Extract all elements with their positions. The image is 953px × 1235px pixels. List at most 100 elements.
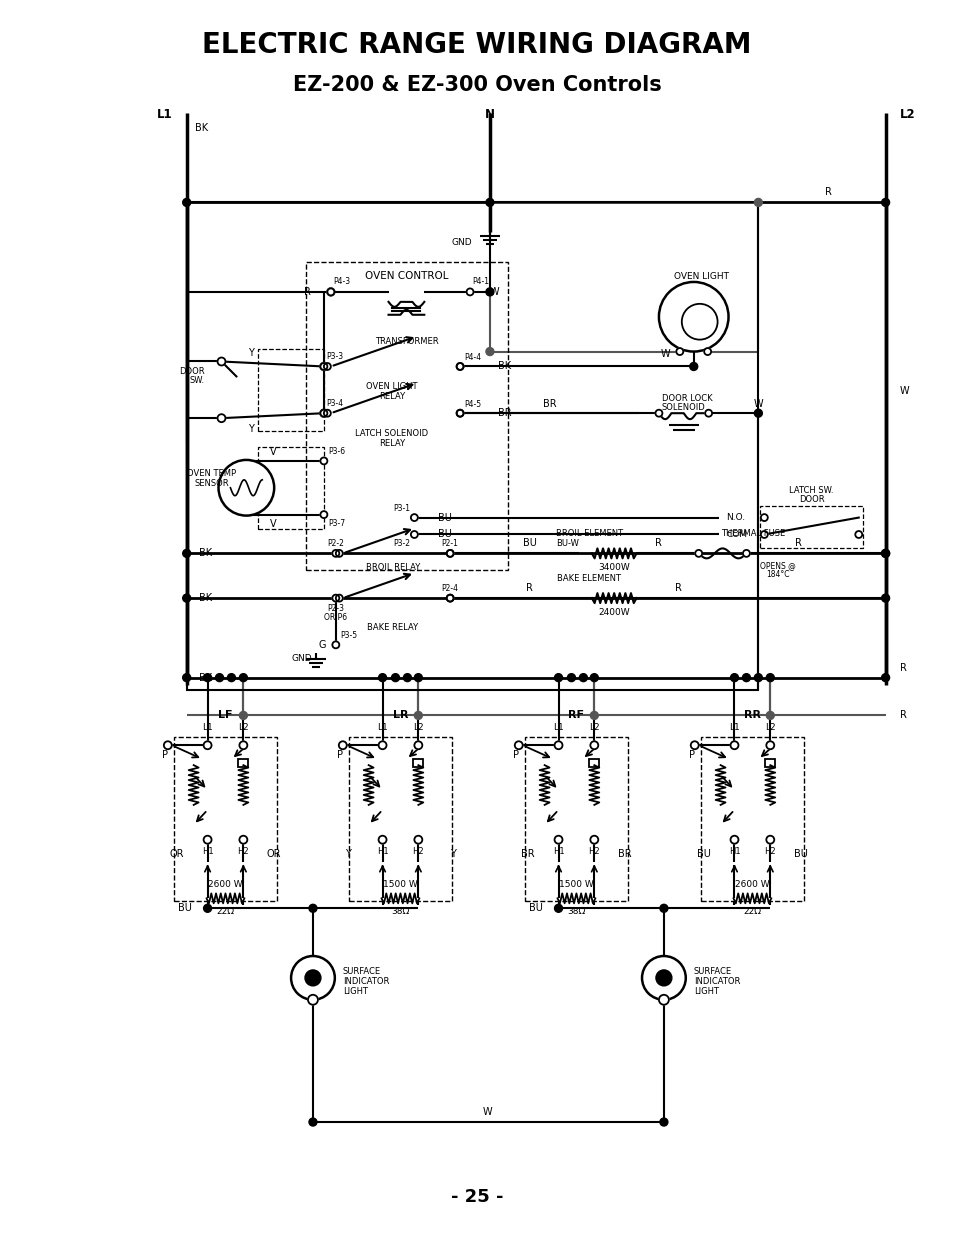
Circle shape: [881, 673, 888, 682]
Text: G: G: [318, 640, 326, 650]
Circle shape: [414, 711, 422, 720]
Text: R: R: [526, 583, 533, 593]
Circle shape: [309, 904, 316, 913]
Circle shape: [327, 288, 335, 296]
Text: R: R: [794, 538, 801, 548]
Circle shape: [414, 673, 422, 682]
Circle shape: [203, 673, 212, 682]
Circle shape: [227, 673, 235, 682]
Text: GND: GND: [291, 655, 312, 663]
Text: 2400W: 2400W: [598, 608, 629, 616]
Text: P3-5: P3-5: [339, 631, 356, 641]
Text: SOLENOID: SOLENOID: [661, 403, 705, 411]
Text: P4-3: P4-3: [333, 278, 350, 287]
Bar: [238, 760, 248, 767]
Text: DOOR: DOOR: [798, 495, 823, 504]
Circle shape: [320, 363, 327, 370]
Circle shape: [183, 199, 191, 206]
Circle shape: [590, 836, 598, 844]
Text: L1: L1: [157, 109, 172, 121]
Circle shape: [335, 550, 342, 557]
Text: BAKE RELAY: BAKE RELAY: [367, 624, 418, 632]
Text: SW.: SW.: [190, 375, 204, 385]
Text: LF: LF: [218, 710, 233, 720]
Text: V: V: [270, 519, 276, 529]
Circle shape: [554, 836, 562, 844]
Text: LIGHT: LIGHT: [342, 987, 368, 997]
Circle shape: [378, 836, 386, 844]
Circle shape: [881, 199, 888, 206]
Bar: [589, 760, 598, 767]
Text: - 25 -: - 25 -: [450, 1188, 503, 1205]
Bar: [700, 737, 803, 902]
Circle shape: [466, 289, 473, 295]
Circle shape: [554, 741, 562, 750]
Circle shape: [641, 956, 685, 1000]
Text: H2: H2: [763, 847, 776, 856]
Circle shape: [218, 459, 274, 515]
Text: 3400W: 3400W: [598, 563, 629, 572]
Circle shape: [411, 514, 417, 521]
Text: BK: BK: [194, 122, 208, 133]
Text: LATCH SW.: LATCH SW.: [788, 487, 833, 495]
Circle shape: [203, 741, 212, 750]
Circle shape: [217, 357, 225, 366]
Bar: [760, 505, 862, 548]
Circle shape: [239, 741, 247, 750]
Text: L1: L1: [202, 722, 213, 732]
Bar: [187, 203, 758, 689]
Text: P: P: [688, 750, 694, 761]
Circle shape: [332, 550, 339, 557]
Circle shape: [403, 673, 411, 682]
Circle shape: [215, 673, 223, 682]
Text: P4-4: P4-4: [463, 353, 480, 362]
Text: R: R: [655, 538, 661, 548]
Bar: [349, 737, 452, 902]
Text: 184°C: 184°C: [765, 569, 789, 579]
Bar: [413, 760, 423, 767]
Circle shape: [183, 550, 191, 557]
Circle shape: [446, 550, 454, 557]
Text: INDICATOR: INDICATOR: [693, 977, 740, 987]
Circle shape: [730, 836, 738, 844]
Circle shape: [855, 531, 862, 538]
Text: INDICATOR: INDICATOR: [342, 977, 389, 987]
Text: 38Ω: 38Ω: [567, 906, 585, 916]
Text: 2600 W: 2600 W: [735, 879, 769, 889]
Circle shape: [760, 514, 767, 521]
Circle shape: [203, 904, 212, 913]
Circle shape: [338, 741, 346, 750]
Text: P2-1: P2-1: [441, 538, 458, 548]
Circle shape: [703, 348, 710, 354]
Text: BU: BU: [528, 903, 542, 914]
Circle shape: [659, 994, 668, 1005]
Circle shape: [754, 409, 761, 417]
Circle shape: [164, 741, 172, 750]
Circle shape: [332, 641, 339, 648]
Circle shape: [327, 289, 334, 295]
Text: BK: BK: [198, 548, 212, 558]
Text: RELAY: RELAY: [378, 438, 405, 447]
Text: BR: BR: [542, 399, 556, 409]
Circle shape: [690, 741, 698, 750]
Text: P3-2: P3-2: [393, 538, 410, 548]
Text: BU: BU: [696, 848, 710, 858]
Circle shape: [239, 711, 247, 720]
Circle shape: [578, 673, 587, 682]
Text: LIGHT: LIGHT: [693, 987, 718, 997]
Text: EZ-200 & EZ-300 Oven Controls: EZ-200 & EZ-300 Oven Controls: [293, 75, 660, 95]
Circle shape: [655, 410, 661, 416]
Circle shape: [554, 673, 562, 682]
Text: H1: H1: [376, 847, 388, 856]
Circle shape: [760, 531, 767, 538]
Text: P: P: [162, 750, 168, 761]
Circle shape: [239, 836, 247, 844]
Circle shape: [881, 550, 888, 557]
Text: P4-1: P4-1: [472, 278, 489, 287]
Circle shape: [590, 711, 598, 720]
Text: OR: OR: [170, 848, 184, 858]
Text: BROIL RELAY: BROIL RELAY: [366, 563, 419, 572]
Text: P3-1: P3-1: [393, 504, 410, 513]
Circle shape: [335, 594, 342, 601]
Text: N: N: [484, 109, 495, 121]
